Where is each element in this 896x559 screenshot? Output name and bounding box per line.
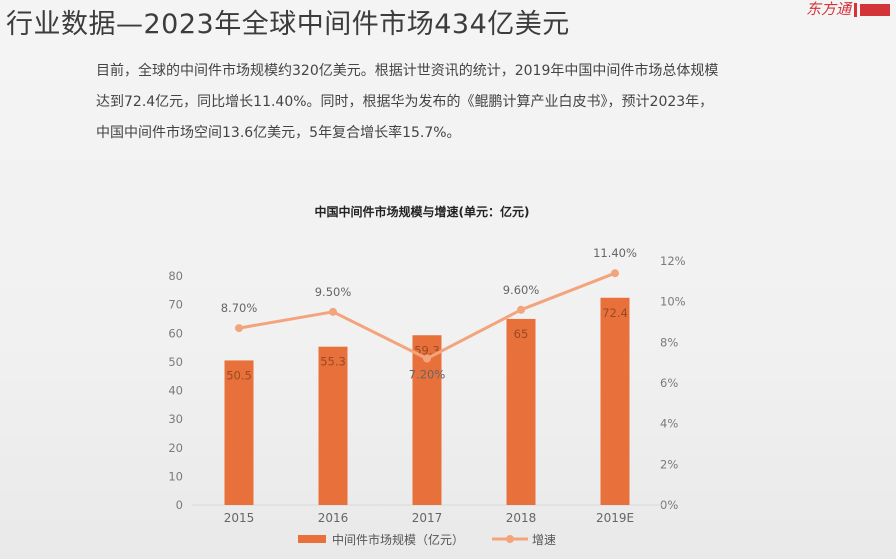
legend-line-label: 增速 [532, 533, 556, 547]
y-left-tick-label: 50 [168, 355, 183, 369]
growth-point-2015 [235, 324, 243, 333]
y-right-tick-label: 2% [660, 457, 678, 471]
bar-data-label: 55.3 [320, 355, 346, 369]
growth-data-label: 11.40% [593, 246, 637, 260]
growth-data-label: 8.70% [221, 301, 258, 315]
legend-bar-swatch [298, 535, 326, 543]
bar-data-label: 50.5 [226, 368, 252, 382]
bar-2018 [506, 318, 536, 505]
y-right-tick-label: 12% [660, 254, 686, 268]
y-right-tick-label: 0% [660, 498, 678, 512]
y-right-tick-label: 6% [660, 376, 678, 390]
x-tick-label: 2016 [318, 511, 349, 525]
y-left-tick-label: 10 [168, 469, 183, 483]
paragraph-line: 目前，全球的中间件市场规模约320亿美元。根据计世资讯的统计，2019年中国中间… [96, 63, 719, 79]
x-tick-label: 2015 [224, 511, 255, 525]
brand-logo: 东方通 [806, 0, 890, 19]
y-right-tick-label: 10% [660, 295, 686, 309]
slide-title: 行业数据—2023年全球中间件市场434亿美元 [6, 9, 570, 40]
growth-point-2017 [423, 354, 431, 363]
y-right-tick-label: 4% [660, 417, 678, 431]
y-left-tick-label: 0 [176, 498, 183, 512]
legend-bar-label: 中间件市场规模（亿元） [332, 532, 464, 547]
bar-data-label: 65 [514, 327, 529, 341]
x-tick-label: 2018 [506, 511, 537, 525]
bar-2015 [224, 360, 254, 505]
intro-paragraph: 目前，全球的中间件市场规模约320亿美元。根据计世资讯的统计，2019年中国中间… [96, 56, 796, 149]
growth-data-label: 7.20% [409, 368, 446, 382]
x-tick-label: 2017 [412, 511, 443, 525]
y-left-tick-label: 70 [168, 298, 183, 312]
brand-text: 东方通 [805, 0, 851, 18]
paragraph-line: 达到72.4亿元，同比增长11.40%。同时，根据华为发布的《鲲鹏计算产业白皮书… [96, 94, 714, 110]
growth-data-label: 9.50% [315, 285, 352, 299]
bar-2017 [412, 335, 442, 505]
bar-data-label: 72.4 [602, 306, 628, 320]
bar-2019E [600, 297, 630, 505]
growth-point-2018 [517, 305, 525, 314]
y-left-tick-label: 80 [168, 269, 183, 283]
growth-data-label: 9.60% [503, 283, 540, 297]
growth-point-2019E [611, 269, 619, 278]
chart-title: 中国中间件市场规模与增速(单元：亿元) [315, 204, 530, 219]
paragraph-line: 中国中间件市场空间13.6亿美元，5年复合增长率15.7%。 [96, 125, 461, 141]
growth-point-2016 [329, 307, 337, 316]
bar-2016 [318, 346, 348, 505]
y-left-tick-label: 30 [168, 412, 183, 426]
legend-line-marker [506, 535, 514, 543]
x-tick-label: 2019E [596, 511, 634, 525]
y-left-tick-label: 60 [168, 326, 183, 340]
y-left-tick-label: 40 [168, 384, 183, 398]
y-left-tick-label: 20 [168, 441, 183, 455]
y-right-tick-label: 8% [660, 335, 678, 349]
